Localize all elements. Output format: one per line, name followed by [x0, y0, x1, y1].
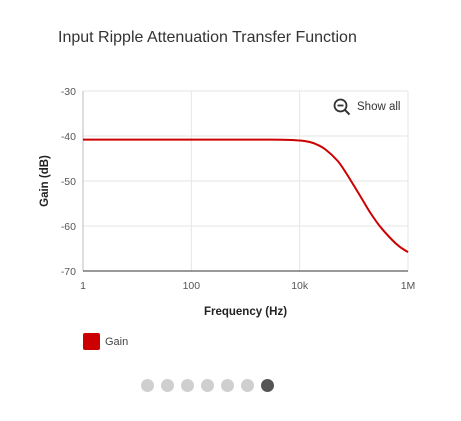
x-axis-title: Frequency (Hz) — [204, 306, 287, 318]
pager-dot[interactable] — [261, 379, 274, 392]
legend-item-gain[interactable]: Gain — [83, 333, 128, 350]
pager — [141, 379, 281, 392]
x-tick-label: 1M — [401, 280, 416, 292]
pager-dot[interactable] — [181, 379, 194, 392]
x-tick-label: 100 — [183, 280, 201, 292]
zoom-out-icon — [333, 98, 351, 116]
y-tick-label: -40 — [61, 131, 76, 143]
y-tick-label: -50 — [61, 176, 76, 188]
pager-dot[interactable] — [201, 379, 214, 392]
y-axis-title: Gain (dB) — [39, 155, 51, 207]
x-tick-label: 10k — [291, 280, 309, 292]
chart-title: Input Ripple Attenuation Transfer Functi… — [58, 29, 357, 46]
pager-dot[interactable] — [161, 379, 174, 392]
legend-label: Gain — [105, 335, 129, 348]
show-all-label: Show all — [357, 101, 401, 113]
y-tick-label: -30 — [61, 86, 76, 98]
y-tick-label: -60 — [61, 221, 76, 233]
series-line-gain — [83, 138, 409, 253]
pager-dot[interactable] — [221, 379, 234, 392]
y-tick-label: -70 — [61, 266, 76, 278]
pager-dot[interactable] — [241, 379, 254, 392]
legend-swatch — [83, 333, 100, 350]
x-tick-label: 1 — [80, 280, 86, 292]
pager-dot[interactable] — [141, 379, 154, 392]
show-all-button[interactable]: Show all — [333, 97, 400, 117]
